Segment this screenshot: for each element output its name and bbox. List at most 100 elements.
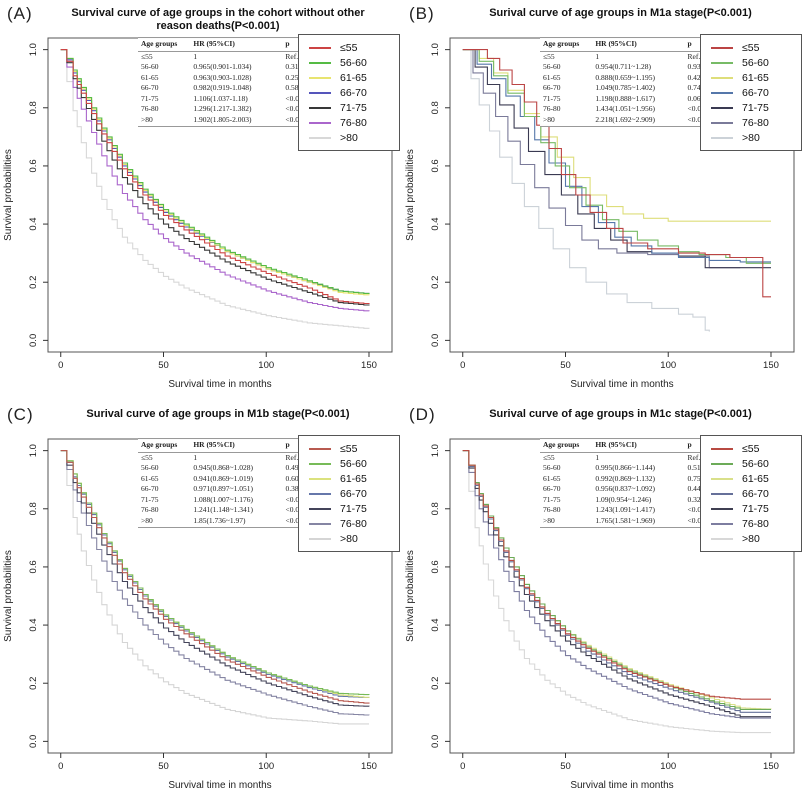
- legend-line-swatch: [711, 537, 733, 540]
- x-axis-tick-label: 100: [660, 360, 676, 371]
- legend-item: 71-75: [711, 100, 801, 115]
- hr-ci-cell: 1: [193, 452, 198, 462]
- legend-label: >80: [340, 532, 358, 545]
- y-axis-label: Survival probabilities: [405, 149, 416, 241]
- km-curve-76-80: [60, 49, 370, 312]
- legend-item: 61-65: [711, 70, 801, 85]
- table-col-header: HR (95%CI): [592, 37, 685, 52]
- legend-label: 56-60: [340, 56, 367, 69]
- legend: ≤55 56-60 61-65 66-70 71-75 76-80 >80: [298, 435, 400, 552]
- legend: ≤55 56-60 61-65 66-70 71-75 76-80 >80: [298, 34, 400, 151]
- y-axis-tick-label: 0.4: [28, 618, 39, 631]
- legend-label: 56-60: [742, 457, 769, 470]
- age-group-cell: 76-80: [141, 505, 159, 514]
- hr-ci-cell: 0.965(0.901-1.034): [193, 62, 252, 71]
- legend-item: ≤55: [309, 40, 399, 55]
- table-row: >80 1.85(1.736~1.97) <0.001: [138, 515, 322, 528]
- p-value-cell: 0.495: [285, 463, 303, 472]
- x-axis-tick-label: 0: [460, 360, 465, 371]
- hr-ci-cell: 1.241(1.148~1.341): [193, 505, 253, 514]
- y-axis-tick-label: 1.0: [430, 43, 441, 56]
- legend-label: ≤55: [340, 442, 358, 455]
- panel-title-line: Surival curve of age groups in M1b stage…: [86, 408, 350, 420]
- table-row: 76-80 1.434(1.051~1.956) <0.001: [540, 104, 724, 115]
- legend-line-swatch: [309, 136, 331, 139]
- legend-label: 61-65: [742, 71, 769, 84]
- km-plot: 0 50 100 150 0.0 0.2 0.4 0.6 0.8 1.0 Survival time…: [405, 37, 795, 390]
- legend-item: ≤55: [711, 40, 801, 55]
- panel-title: Surival curve of age groups in M1a stage…: [442, 7, 799, 20]
- table-col-header: Age groups: [540, 37, 593, 52]
- table-header-row: Age groups HR (95%CI) p: [138, 37, 322, 52]
- p-value-cell: 0.424: [687, 72, 705, 82]
- survival-panel-C: (C) Surival curve of age groups in M1b s…: [0, 401, 402, 803]
- p-value-cell: Ref.: [687, 51, 701, 61]
- y-axis-tick-label: 0.0: [28, 334, 39, 347]
- age-group-cell: 56-60: [141, 463, 159, 472]
- legend-line-swatch: [711, 76, 733, 79]
- legend: ≤55 56-60 61-65 66-70 71-75 76-80 >80: [700, 435, 802, 552]
- x-axis-label: Survival time in months: [168, 379, 271, 390]
- age-group-cell: 66-70: [141, 484, 159, 493]
- legend-label: 71-75: [340, 502, 367, 515]
- x-axis-tick-label: 0: [58, 360, 63, 371]
- table-row: 71-75 1.106(1.037-1.18) <0.001: [138, 94, 322, 105]
- legend-item: 76-80: [711, 516, 801, 531]
- x-axis-tick-label: 150: [763, 360, 779, 371]
- x-axis-tick-label: 50: [560, 761, 571, 772]
- legend-item: 56-60: [711, 456, 801, 471]
- y-axis-tick-label: 0.8: [430, 101, 441, 114]
- x-axis-tick-label: 100: [660, 761, 676, 772]
- legend-label: >80: [340, 131, 358, 144]
- y-axis-tick-label: 0.0: [28, 735, 39, 748]
- panel-title-line: Surival curve of age groups in M1a stage…: [489, 7, 752, 19]
- legend-line-swatch: [309, 106, 331, 109]
- legend-item: ≤55: [711, 441, 801, 456]
- table-row: ≤55 1 Ref.: [540, 51, 724, 62]
- km-curve-≤55: [462, 450, 771, 700]
- table-row: 66-70 1.049(0.785~1.402) 0.745: [540, 83, 724, 94]
- age-group-cell: ≤55: [141, 452, 153, 462]
- hr-ci-cell: 1.434(1.051~1.956): [595, 104, 655, 113]
- age-group-cell: 76-80: [543, 104, 561, 113]
- hazard-ratio-table: Age groups HR (95%CI) p ≤55 1 Ref. 56-60 0.954…: [540, 37, 724, 127]
- legend-line-swatch: [309, 522, 331, 525]
- legend-item: ≤55: [309, 441, 399, 456]
- table-row: 76-80 1.241(1.148~1.341) <0.001: [138, 505, 322, 516]
- table-col-header: HR (95%CI): [592, 438, 685, 453]
- survival-panel-D: (D) Surival curve of age groups in M1c s…: [402, 401, 805, 803]
- x-axis-label: Survival time in months: [570, 780, 673, 791]
- legend-line-swatch: [309, 61, 331, 64]
- hr-ci-cell: 0.982(0.919-1.048): [193, 83, 252, 92]
- legend-label: 66-70: [340, 487, 367, 500]
- hazard-ratio-table: Age groups HR (95%CI) p ≤55 1 Ref. 56-60 0.945…: [138, 438, 322, 528]
- table-row: >80 1.765(1.581~1.969) <0.001: [540, 515, 724, 528]
- hr-ci-cell: 1.106(1.037-1.18): [193, 93, 248, 103]
- table-row: 71-75 1.088(1.007~1.176) <0.001: [138, 495, 322, 506]
- legend-item: 61-65: [309, 471, 399, 486]
- table-col-header: Age groups: [138, 37, 191, 52]
- age-group-cell: 66-70: [543, 83, 561, 92]
- legend-item: >80: [711, 531, 801, 546]
- legend-item: >80: [711, 130, 801, 145]
- legend-line-swatch: [309, 537, 331, 540]
- x-axis-tick-label: 0: [58, 761, 63, 772]
- hr-ci-cell: 0.995(0.866~1.144): [595, 463, 655, 472]
- hr-ci-cell: 1.85(1.736~1.97): [190, 515, 283, 528]
- x-axis-tick-label: 150: [763, 761, 779, 772]
- km-curve-56-60: [462, 450, 771, 710]
- legend-item: 71-75: [711, 501, 801, 516]
- km-plot: 0 50 100 150 0.0 0.2 0.4 0.6 0.8 1.0 Survival time…: [3, 438, 393, 791]
- legend-line-swatch: [309, 507, 331, 510]
- table-row: 61-65 0.963(0.903-1.028) 0.252: [138, 73, 322, 84]
- legend-item: 76-80: [711, 115, 801, 130]
- y-axis-label: Survival probabilities: [3, 550, 14, 642]
- hr-ci-cell: 1.198(0.888~1.617): [595, 93, 655, 103]
- legend-label: 71-75: [742, 101, 769, 114]
- panel-label: (A): [7, 4, 33, 23]
- legend-item: 71-75: [309, 501, 399, 516]
- legend-item: 76-80: [309, 516, 399, 531]
- km-curve-66-70: [462, 49, 771, 263]
- table-row: 56-60 0.945(0.868~1.028) 0.495: [138, 463, 322, 474]
- p-value-cell: 0.311: [285, 62, 303, 71]
